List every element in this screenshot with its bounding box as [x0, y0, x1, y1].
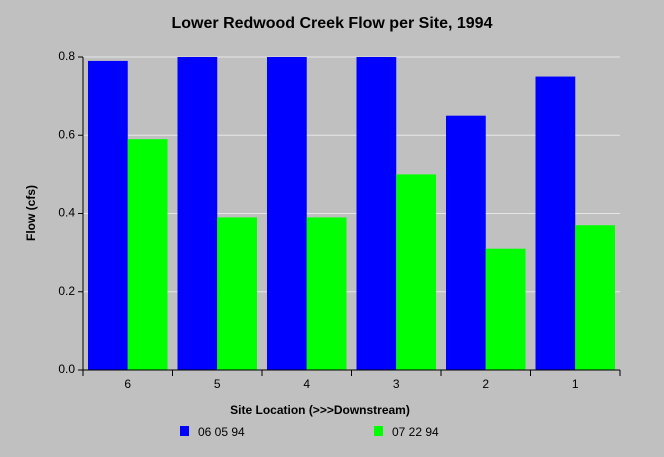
x-tick-label: 4	[303, 377, 310, 391]
y-tick-label: 0.4	[58, 206, 75, 220]
y-axis-label: Flow (cfs)	[24, 185, 38, 241]
bar	[306, 217, 347, 370]
chart-title: Lower Redwood Creek Flow per Site, 1994	[172, 15, 493, 32]
legend-swatch	[180, 426, 189, 436]
legend-label: 07 22 94	[392, 425, 439, 439]
bar	[217, 217, 257, 370]
bar	[396, 174, 436, 370]
y-tick-label: 0.2	[58, 284, 75, 298]
x-tick-label: 2	[482, 377, 489, 391]
bar	[127, 139, 168, 370]
bar	[177, 57, 218, 370]
y-tick-label: 0.8	[58, 49, 75, 63]
x-axis-label: Site Location (>>>Downstream)	[230, 403, 410, 417]
y-tick-label: 0.0	[58, 362, 75, 376]
bar	[356, 57, 397, 370]
x-tick-label: 3	[393, 377, 400, 391]
bar	[535, 76, 576, 370]
bar	[485, 248, 526, 370]
x-tick-label: 1	[572, 377, 579, 391]
bar	[446, 115, 486, 370]
x-tick-label: 5	[214, 377, 221, 391]
bar	[267, 57, 307, 370]
legend-label: 06 05 94	[198, 425, 245, 439]
legend-swatch	[374, 426, 383, 436]
bar	[88, 60, 128, 370]
bar	[575, 225, 615, 370]
y-tick-label: 0.6	[58, 127, 75, 141]
x-tick-label: 6	[124, 377, 131, 391]
